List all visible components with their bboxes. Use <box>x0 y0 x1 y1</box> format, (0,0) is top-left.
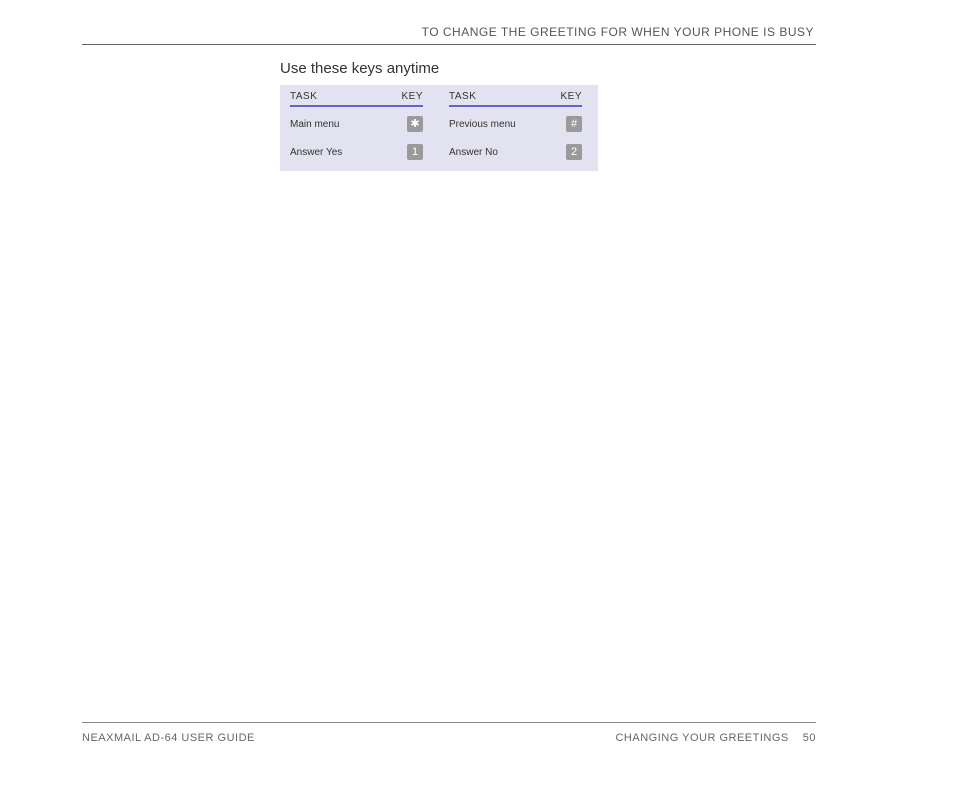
section-title: Use these keys anytime <box>280 60 598 77</box>
task-text: Previous menu <box>449 119 516 130</box>
content-area: Use these keys anytime TASK KEY Main men… <box>280 60 598 171</box>
table-row: Answer No 2 <box>449 143 582 161</box>
key-badge-one: 1 <box>407 144 423 160</box>
key-header: KEY <box>560 91 582 102</box>
table-row: Previous menu # <box>449 115 582 133</box>
footer-section: CHANGING YOUR GREETINGS <box>615 732 788 744</box>
keys-table: TASK KEY Main menu ✱ Answer Yes 1 TASK K… <box>280 85 598 171</box>
key-badge-hash: # <box>566 116 582 132</box>
task-header: TASK <box>449 91 476 102</box>
header-rule <box>82 44 816 45</box>
key-header: KEY <box>401 91 423 102</box>
key-badge-asterisk: ✱ <box>407 116 423 132</box>
page-footer: NEAXMAIL AD-64 USER GUIDE CHANGING YOUR … <box>82 732 816 744</box>
task-text: Answer No <box>449 147 498 158</box>
page-number: 50 <box>803 732 816 744</box>
column-headers: TASK KEY <box>290 91 423 107</box>
task-text: Main menu <box>290 119 339 130</box>
task-text: Answer Yes <box>290 147 342 158</box>
key-badge-two: 2 <box>566 144 582 160</box>
page-header-title: TO CHANGE THE GREETING FOR WHEN YOUR PHO… <box>422 25 814 39</box>
footer-left: NEAXMAIL AD-64 USER GUIDE <box>82 732 255 744</box>
task-header: TASK <box>290 91 317 102</box>
footer-rule <box>82 722 816 723</box>
table-row: Main menu ✱ <box>290 115 423 133</box>
table-column-right: TASK KEY Previous menu # Answer No 2 <box>449 91 582 161</box>
table-column-left: TASK KEY Main menu ✱ Answer Yes 1 <box>290 91 423 161</box>
table-row: Answer Yes 1 <box>290 143 423 161</box>
column-headers: TASK KEY <box>449 91 582 107</box>
footer-right: CHANGING YOUR GREETINGS 50 <box>615 732 816 744</box>
